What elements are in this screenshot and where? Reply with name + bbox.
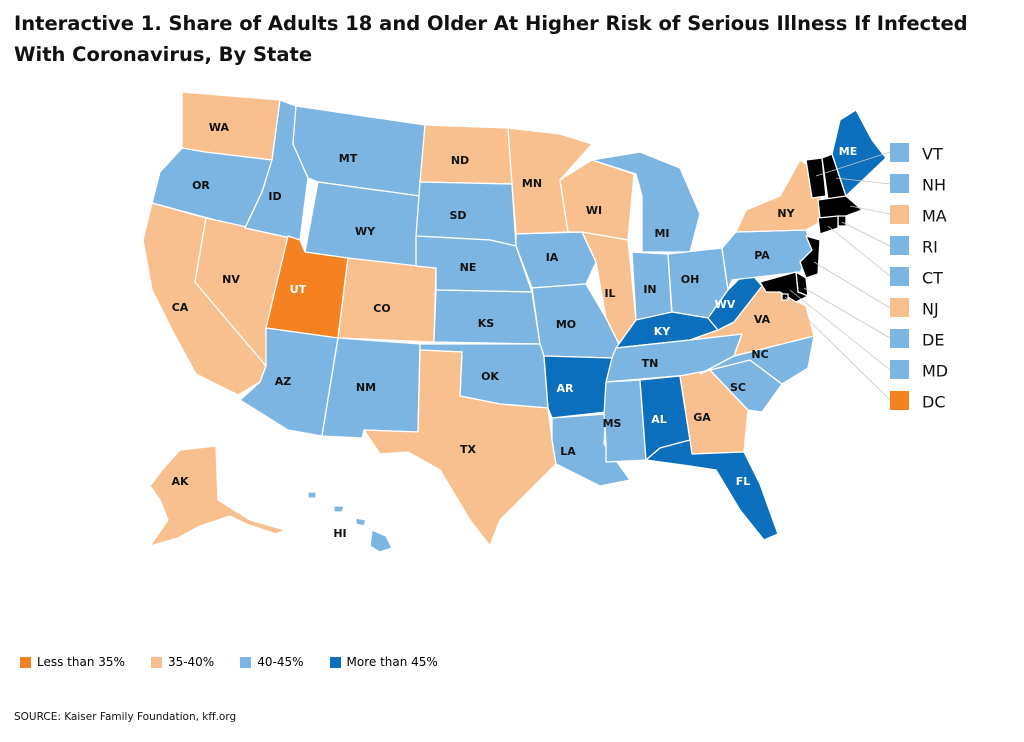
label-MI: MI <box>654 227 669 240</box>
color-legend: Less than 35% 35-40% 40-45% More than 45… <box>20 655 464 669</box>
box-NJ[interactable] <box>890 298 909 317</box>
box-RI[interactable] <box>890 236 909 255</box>
label-CO: CO <box>373 302 390 315</box>
box-label-NJ: NJ <box>922 300 939 319</box>
legend-item-gt45[interactable]: More than 45% <box>329 655 438 669</box>
label-KY: KY <box>654 325 672 338</box>
legend-label: 35-40% <box>167 655 215 669</box>
label-HI: HI <box>333 527 346 540</box>
label-GA: GA <box>693 411 711 424</box>
label-MS: MS <box>603 417 622 430</box>
label-VA: VA <box>754 313 771 326</box>
label-SD: SD <box>449 209 466 222</box>
box-DC[interactable] <box>890 391 909 410</box>
legend-item-35-40[interactable]: 35-40% <box>150 655 215 669</box>
label-IA: IA <box>546 251 559 264</box>
state-MT[interactable] <box>292 105 426 197</box>
legend-item-40-45[interactable]: 40-45% <box>240 655 304 669</box>
state-FL[interactable] <box>645 439 779 541</box>
label-NC: NC <box>751 348 768 361</box>
label-ND: ND <box>451 154 469 167</box>
box-NH[interactable] <box>890 174 909 193</box>
label-NE: NE <box>460 261 477 274</box>
label-WA: WA <box>209 121 230 134</box>
state-HI-big[interactable] <box>369 529 393 553</box>
box-CT[interactable] <box>890 267 909 286</box>
state-AR[interactable] <box>543 355 613 419</box>
label-UT: UT <box>290 283 307 296</box>
label-LA: LA <box>560 445 576 458</box>
legend-label: 40-45% <box>257 655 304 669</box>
label-ID: ID <box>268 190 281 203</box>
label-OH: OH <box>681 273 700 286</box>
legend-swatch <box>329 656 341 668</box>
box-label-MA: MA <box>922 207 947 226</box>
label-AL: AL <box>651 413 667 426</box>
label-KS: KS <box>478 317 495 330</box>
state-ME[interactable] <box>831 109 887 197</box>
label-AR: AR <box>557 382 575 395</box>
legend-swatch <box>20 656 31 668</box>
box-label-CT: CT <box>922 269 943 288</box>
state-CO[interactable] <box>337 257 437 343</box>
legend-swatch <box>240 656 252 668</box>
box-label-DC: DC <box>922 393 946 412</box>
legend-swatch <box>150 656 162 668</box>
box-label-VT: VT <box>922 145 943 164</box>
label-NY: NY <box>777 207 795 220</box>
legend-item-lt35[interactable]: Less than 35% <box>20 655 125 669</box>
label-AZ: AZ <box>275 375 292 388</box>
state-RI[interactable] <box>837 215 847 227</box>
state-TX[interactable] <box>363 349 557 547</box>
page-title: Interactive 1. Share of Adults 18 and Ol… <box>14 12 968 66</box>
label-IL: IL <box>604 287 615 300</box>
state-AK[interactable] <box>149 445 286 547</box>
label-WV: WV <box>715 298 736 311</box>
label-MO: MO <box>556 318 576 331</box>
box-DE[interactable] <box>890 329 909 348</box>
label-PA: PA <box>754 249 770 262</box>
state-WA[interactable] <box>181 91 281 161</box>
state-HI-maui[interactable] <box>355 517 367 527</box>
state-CT[interactable] <box>817 215 839 235</box>
label-OK: OK <box>481 370 499 383</box>
box-MA[interactable] <box>890 205 909 224</box>
label-MN: MN <box>522 177 542 190</box>
label-FL: FL <box>736 475 751 488</box>
label-WI: WI <box>586 204 602 217</box>
state-VT[interactable] <box>805 157 827 199</box>
box-MD[interactable] <box>890 360 909 379</box>
leader-lines <box>784 151 891 401</box>
box-label-MD: MD <box>922 362 948 381</box>
label-AK: AK <box>171 475 189 488</box>
state-labels: WA OR CA NV ID MT WY UT CO AZ NM ND SD N… <box>171 121 857 540</box>
label-TX: TX <box>460 443 477 456</box>
label-TN: TN <box>642 357 659 370</box>
box-VT[interactable] <box>890 143 909 162</box>
box-label-NH: NH <box>922 176 946 195</box>
state-MA[interactable] <box>817 195 863 219</box>
label-WY: WY <box>355 225 376 238</box>
label-NM: NM <box>356 381 376 394</box>
legend-label: Less than 35% <box>37 655 125 669</box>
label-SC: SC <box>730 381 746 394</box>
legend-label: More than 45% <box>346 655 438 669</box>
label-IN: IN <box>643 283 656 296</box>
small-state-boxes: VT NH MA RI CT NJ DE MD DC <box>890 143 948 412</box>
box-label-DE: DE <box>922 331 944 350</box>
label-MT: MT <box>339 152 358 165</box>
label-OR: OR <box>192 179 210 192</box>
state-WI[interactable] <box>559 159 635 241</box>
label-ME: ME <box>839 145 857 158</box>
label-NV: NV <box>222 273 240 286</box>
state-HI-oahu[interactable] <box>333 505 345 513</box>
source-note: SOURCE: Kaiser Family Foundation, kff.or… <box>14 711 237 723</box>
box-label-RI: RI <box>922 238 938 257</box>
state-HI-kauai[interactable] <box>307 491 317 499</box>
label-CA: CA <box>172 301 189 314</box>
